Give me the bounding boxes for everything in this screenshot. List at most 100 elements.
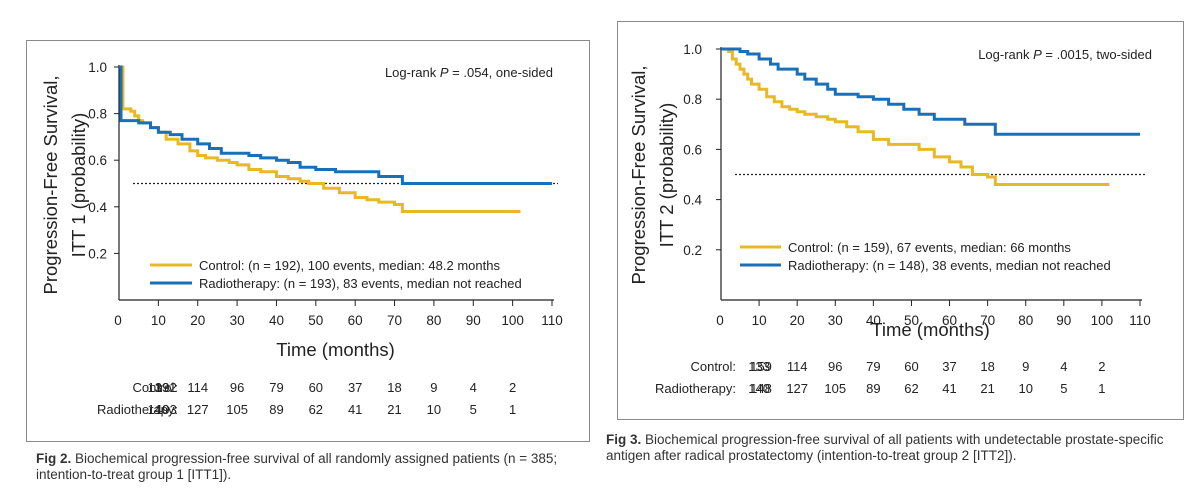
fig2-risk-table-value-radiotherapy: 5: [470, 402, 477, 417]
fig2-x-tick-label: 40: [269, 313, 284, 328]
fig2-y-tick-label: 1.0: [88, 60, 107, 75]
fig3-y-tick-label: 0.2: [683, 243, 702, 258]
fig2-x-tick-label: 10: [151, 313, 166, 328]
fig2-risk-table-value-radiotherapy: 127: [187, 402, 209, 417]
fig2-radiotherapy-legend-label: Radiotherapy: (n = 193), 83 events, medi…: [199, 276, 522, 291]
fig3-x-tick-label: 100: [1091, 313, 1114, 328]
fig3-risk-table-value-control: 4: [1060, 359, 1067, 374]
figure-2-caption-text: Biochemical progression-free survival of…: [36, 451, 558, 482]
fig2-x-tick-label: 90: [466, 313, 481, 328]
fig2-risk-table-value-radiotherapy: 140: [148, 402, 170, 417]
fig3-x-tick-label: 10: [752, 313, 767, 328]
fig3-risk-table-value-radiotherapy: 140: [748, 381, 770, 396]
fig3-radiotherapy-survival-curve: [721, 47, 1140, 136]
fig3-y-tick-label: 0.8: [683, 92, 702, 107]
fig2-risk-table-value-control: 18: [387, 380, 401, 395]
fig3-y-axis-title-line2: ITT 2 (probability): [656, 103, 677, 248]
fig2-risk-table-value-control: 2: [509, 380, 516, 395]
fig2-y-axis-title-line2: ITT 1 (probability): [68, 113, 89, 258]
fig2-x-tick-label: 50: [308, 313, 323, 328]
fig3-risk-table-value-radiotherapy: 10: [1018, 381, 1032, 396]
fig3-risk-table-value-control: 2: [1098, 359, 1105, 374]
fig2-risk-table-value-control: 114: [187, 380, 208, 395]
fig3-x-tick-label: 60: [942, 313, 957, 328]
fig3-x-tick-label: 30: [828, 313, 843, 328]
fig3-risk-table-value-control: 96: [828, 359, 842, 374]
fig2-risk-table-value-control: 60: [309, 380, 323, 395]
fig2-risk-table-value-radiotherapy: 89: [269, 402, 283, 417]
fig2-y-tick-label: 0.6: [88, 153, 107, 168]
fig3-risk-table-value-radiotherapy: 148: [750, 381, 772, 396]
fig2-log-rank-annotation: Log-rank P = .054, one-sided: [385, 65, 553, 80]
fig2-x-tick-label: 110: [541, 313, 563, 328]
fig2-risk-table-value-radiotherapy: 105: [226, 402, 248, 417]
fig3-y-tick-label: 0.4: [683, 193, 702, 208]
fig3-x-tick-label: 20: [790, 313, 805, 328]
fig3-x-tick-label: 40: [866, 313, 881, 328]
fig2-x-tick-label: 80: [426, 313, 441, 328]
fig2-origin-label: 0: [114, 313, 122, 328]
fig3-log-rank-annotation: Log-rank P = .0015, two-sided: [978, 47, 1152, 62]
figure-3-caption-label: Fig 3.: [606, 432, 642, 447]
fig2-risk-table-value-radiotherapy: 193: [155, 402, 177, 417]
fig2-x-axis-title: Time (months): [276, 339, 395, 360]
fig3-risk-table-label-radiotherapy: Radiotherapy:: [655, 381, 736, 396]
fig3-x-tick-label: 50: [904, 313, 919, 328]
fig2-risk-table-value-control: 96: [230, 380, 244, 395]
fig3-control-survival-curve: [721, 47, 1110, 186]
fig2-risk-table-value-radiotherapy: 62: [309, 402, 323, 417]
fig3-risk-table-label-control: Control:: [690, 359, 736, 374]
fig3-risk-table-value-radiotherapy: 1: [1098, 381, 1105, 396]
fig2-control-legend-label: Control: (n = 192), 100 events, median: …: [199, 258, 500, 273]
fig2-radiotherapy-survival-curve: [119, 65, 552, 185]
fig2-risk-table-value-radiotherapy: 41: [348, 402, 362, 417]
fig3-risk-table-value-radiotherapy: 21: [980, 381, 994, 396]
fig3-x-axis-title: Time (months): [871, 319, 990, 340]
fig3-origin-label: 0: [716, 313, 724, 328]
fig3-x-tick-label: 110: [1129, 313, 1151, 328]
fig2-risk-table-value-control: 79: [269, 380, 283, 395]
fig2-risk-table-value-control: 37: [348, 380, 362, 395]
fig3-risk-table-value-control: 159: [750, 359, 772, 374]
fig3-y-axis-title-line1: Progression-Free Survival,: [628, 66, 649, 285]
fig2-x-tick-label: 100: [501, 313, 524, 328]
fig3-risk-table-value-control: 37: [942, 359, 956, 374]
fig3-radiotherapy-legend-label: Radiotherapy: (n = 148), 38 events, medi…: [788, 258, 1111, 273]
fig2-risk-table-value-control: 133: [148, 380, 170, 395]
fig3-risk-table-value-control: 60: [904, 359, 918, 374]
fig2-x-tick-label: 70: [387, 313, 402, 328]
fig2-risk-table-value-control: 4: [470, 380, 477, 395]
fig2-x-tick-label: 30: [230, 313, 245, 328]
fig2-y-axis-title-line1: Progression-Free Survival,: [40, 76, 61, 295]
fig3-risk-table-value-radiotherapy: 41: [942, 381, 956, 396]
figure-3-panel: [617, 21, 1184, 420]
fig3-risk-table-value-radiotherapy: 89: [866, 381, 880, 396]
fig3-risk-table-value-control: 133: [748, 359, 770, 374]
fig3-x-tick-label: 90: [1056, 313, 1071, 328]
fig2-risk-table-value-control: 9: [430, 380, 437, 395]
fig3-x-tick-label: 80: [1018, 313, 1033, 328]
fig2-y-tick-label: 0.4: [88, 200, 107, 215]
fig2-x-tick-label: 20: [190, 313, 205, 328]
fig2-risk-table-value-radiotherapy: 1: [509, 402, 516, 417]
fig3-risk-table-value-radiotherapy: 62: [904, 381, 918, 396]
fig2-x-tick-label: 60: [348, 313, 363, 328]
fig3-y-tick-label: 0.6: [683, 142, 702, 157]
fig3-risk-table-value-control: 18: [980, 359, 994, 374]
fig2-y-tick-label: 0.2: [88, 246, 107, 261]
figure-3-caption: Fig 3. Biochemical progression-free surv…: [606, 432, 1184, 464]
fig3-y-tick-label: 1.0: [683, 42, 702, 57]
fig3-risk-table-value-radiotherapy: 127: [786, 381, 808, 396]
fig3-risk-table-value-control: 114: [787, 359, 808, 374]
fig3-risk-table-value-radiotherapy: 5: [1060, 381, 1067, 396]
fig3-risk-table-value-radiotherapy: 105: [824, 381, 846, 396]
fig3-control-legend-label: Control: (n = 159), 67 events, median: 6…: [788, 240, 1071, 255]
figure-2-caption: Fig 2. Biochemical progression-free surv…: [36, 451, 588, 483]
fig3-risk-table-value-control: 79: [866, 359, 880, 374]
figure-2-caption-label: Fig 2.: [36, 451, 72, 466]
fig3-x-tick-label: 70: [980, 313, 995, 328]
fig2-risk-table-value-control: 192: [155, 380, 177, 395]
figure-3-caption-text: Biochemical progression-free survival of…: [606, 432, 1164, 463]
fig2-y-tick-label: 0.8: [88, 107, 107, 122]
